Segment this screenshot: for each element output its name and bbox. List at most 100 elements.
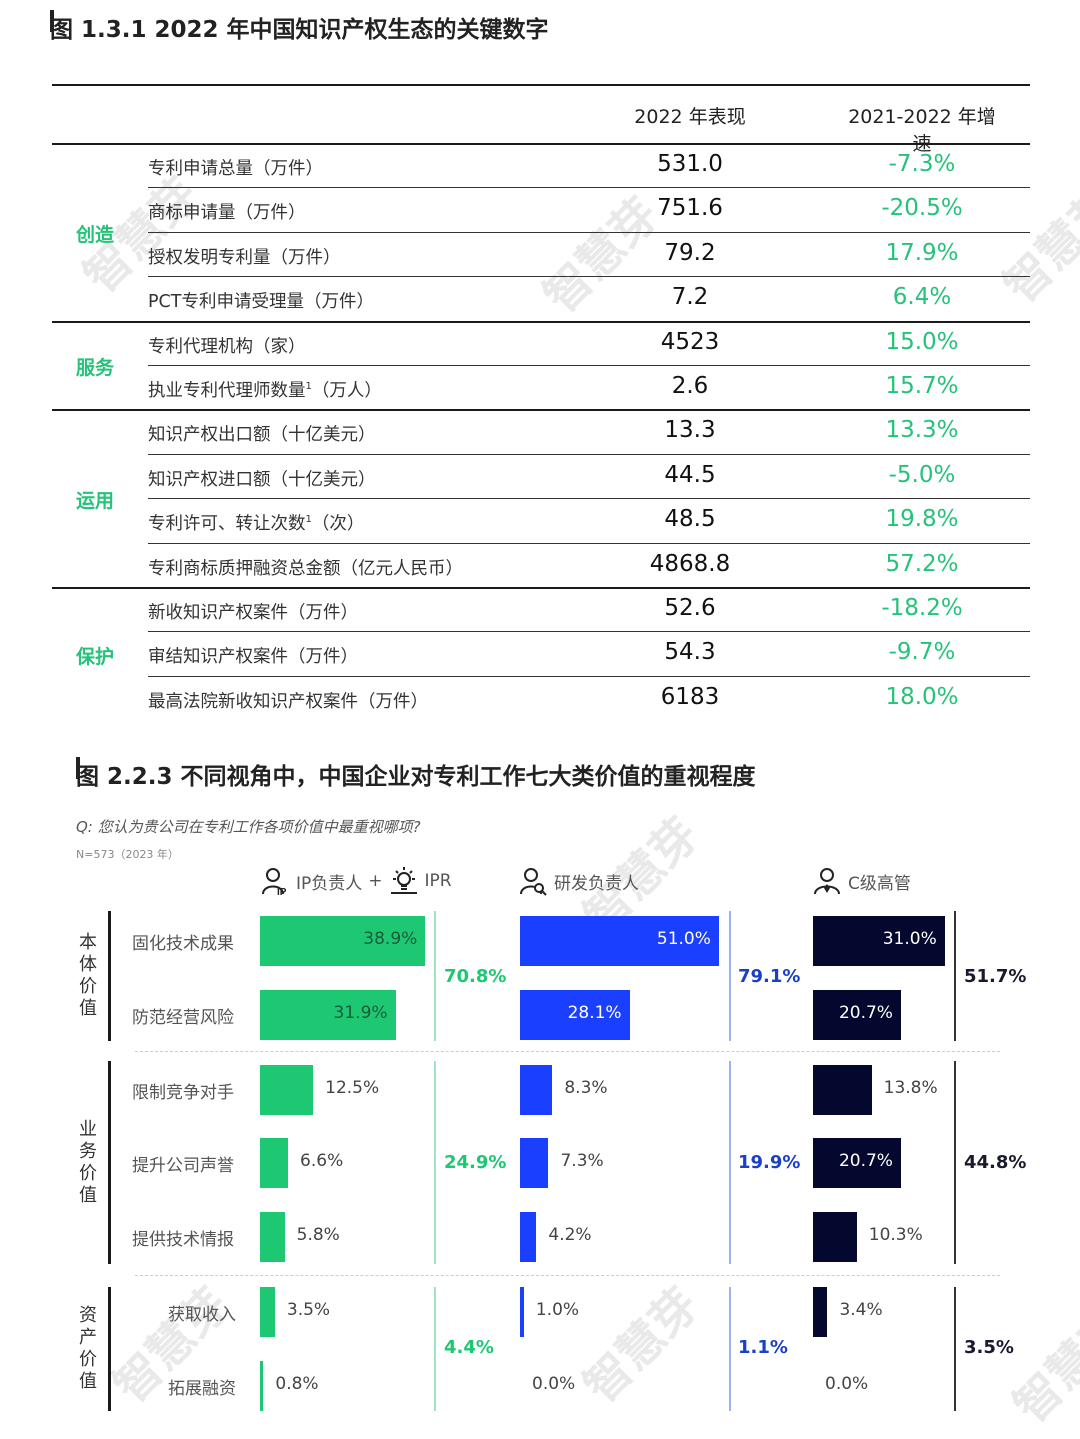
category-label: 限制竞争对手	[132, 1083, 234, 1103]
category-group-label: 业务价值	[79, 1118, 97, 1206]
group-total-value: 79.1%	[738, 966, 801, 987]
figure-2-title-text: 图 2.2.3 不同视角中，中国企业对专利工作七大类价值的重视程度	[76, 764, 756, 790]
series-label-ipr: IPR	[424, 871, 452, 891]
bar-value-label: 31.0%	[882, 929, 937, 949]
growth-rate: -20.5%	[881, 195, 963, 222]
bar	[260, 1287, 275, 1337]
bar	[260, 1212, 285, 1262]
row-label-text: 商标申请量（万件）	[148, 203, 306, 224]
row-label-text: 专利商标质押融资总金额（亿元人民币）	[148, 558, 463, 579]
group-total-value: 70.8%	[444, 966, 507, 987]
bar-value-label: 1.0%	[535, 1300, 580, 1320]
category-group-label: 资产价值	[79, 1305, 97, 1392]
row-label: 知识产权出口额（十亿美元）	[148, 421, 376, 446]
sample-note: N=573（2023 年）	[76, 848, 179, 861]
series-header-exec: C级高管	[812, 866, 911, 896]
footnote-marker: 1	[305, 514, 312, 526]
bar-value-label: 0.0%	[532, 1374, 576, 1394]
row-label-text: 审结知识产权案件（万件）	[148, 647, 358, 668]
growth-rate: 19.8%	[885, 506, 959, 533]
bar-value-label: 20.7%	[838, 1003, 893, 1023]
bar-value-label: 51.0%	[656, 929, 711, 949]
row-label: 授权发明专利量（万件）	[148, 244, 341, 269]
row-label-text: 专利代理机构（家）	[148, 336, 306, 357]
bar	[813, 1138, 901, 1188]
row-label: 新收知识产权案件（万件）	[148, 599, 358, 624]
value-importance-chart: Q: 您认为贵公司在专利工作各项价值中最重视哪项? N=573（2023 年） …	[0, 800, 1080, 1439]
category-label: 获取收入	[168, 1305, 236, 1325]
table-row: 授权发明专利量（万件） 79.2 17.9%	[52, 233, 1030, 277]
bar-value-label: 38.9%	[363, 929, 418, 949]
group-total-value: 19.9%	[738, 1151, 801, 1173]
table-row: 执业专利代理师数量1（万人） 2.6 15.7%	[52, 366, 1030, 410]
row-label: 专利申请总量（万件）	[148, 155, 323, 180]
growth-rate: 6.4%	[892, 284, 952, 311]
series-header-rd: 研发负责人	[518, 866, 639, 896]
bar	[813, 1065, 872, 1115]
category-group-bar	[108, 911, 111, 1041]
bar-value-label: 3.4%	[839, 1300, 883, 1320]
group-label: 服务	[76, 357, 115, 379]
category-label: 防范经营风险	[132, 1008, 234, 1028]
row-label: 审结知识产权案件（万件）	[148, 643, 358, 668]
group-rule	[52, 409, 1030, 412]
title-accent-bar	[76, 757, 80, 779]
row-label-text: 知识产权出口额（十亿美元）	[148, 425, 376, 446]
growth-rate: -7.3%	[888, 151, 956, 177]
group-label: 运用	[76, 490, 115, 513]
row-label: 商标申请量（万件）	[148, 199, 306, 224]
group-total-value: 3.5%	[964, 1337, 1014, 1358]
row-label-text: 执业专利代理师数量	[148, 381, 306, 401]
row-label-unit: （万人）	[311, 381, 382, 401]
value-2022: 44.5	[664, 461, 716, 488]
row-rule	[148, 231, 1030, 233]
row-label-text: PCT专利申请受理量（万件）	[148, 292, 374, 313]
row-label-unit: （次）	[311, 514, 365, 535]
bar-value-label: 20.7%	[838, 1151, 893, 1171]
growth-rate: 17.9%	[885, 239, 959, 266]
group-total-line	[954, 1061, 956, 1264]
bar-value-label: 8.3%	[564, 1078, 608, 1098]
value-2022: 531.0	[657, 151, 723, 177]
bar-value-label: 5.8%	[296, 1225, 340, 1245]
row-rule	[148, 498, 1030, 500]
growth-rate: 57.2%	[885, 550, 959, 577]
table-top-rule	[52, 84, 1030, 86]
bar	[520, 916, 719, 966]
bar	[260, 1138, 289, 1188]
bar	[813, 1212, 857, 1262]
category-label: 提供技术情报	[132, 1230, 234, 1250]
bar-value-label: 31.9%	[333, 1003, 388, 1023]
row-label-text: 新收知识产权案件（万件）	[148, 603, 358, 623]
group-total-line	[954, 911, 956, 1041]
row-label-text: 知识产权进口额（十亿美元）	[148, 469, 376, 490]
svg-text:IP: IP	[277, 887, 287, 896]
bar-value-label: 12.5%	[325, 1078, 380, 1098]
value-2022: 7.2	[671, 284, 709, 311]
value-2022: 48.5	[664, 506, 716, 533]
table-row: 知识产权进口额（十亿美元） 44.5 -5.0%	[52, 455, 1030, 499]
group-total-line	[729, 1061, 731, 1264]
group-total-line	[434, 1061, 436, 1264]
group-total-value: 1.1%	[738, 1337, 788, 1358]
value-2022: 4523	[660, 328, 720, 355]
figure-2-title: 图 2.2.3 不同视角中，中国企业对专利工作七大类价值的重视程度	[76, 757, 756, 791]
series-header-ip: IP IP负责人 + IPR	[260, 866, 452, 896]
row-label: PCT专利申请受理量（万件）	[148, 288, 374, 313]
group-total-line	[729, 911, 731, 1041]
title-accent-bar	[50, 10, 54, 32]
bar	[260, 1065, 314, 1115]
series-label-rd: 研发负责人	[554, 873, 639, 894]
table-row: PCT专利申请受理量（万件） 7.2 6.4%	[52, 277, 1030, 321]
table-row: 专利代理机构（家） 4523 15.0%	[52, 322, 1030, 366]
row-rule	[148, 542, 1030, 544]
row-label: 专利许可、转让次数1（次）	[148, 510, 364, 535]
col-header-2022: 2022 年表现	[634, 106, 746, 128]
group-total-value: 4.4%	[444, 1337, 494, 1358]
table-row: 专利申请总量（万件） 531.0 -7.3%	[52, 144, 1030, 188]
row-label-text: 授权发明专利量（万件）	[148, 247, 341, 268]
value-2022: 13.3	[664, 417, 716, 444]
group-label: 创造	[76, 223, 115, 246]
bar	[520, 1287, 524, 1337]
row-label-text: 专利许可、转让次数	[148, 514, 306, 535]
